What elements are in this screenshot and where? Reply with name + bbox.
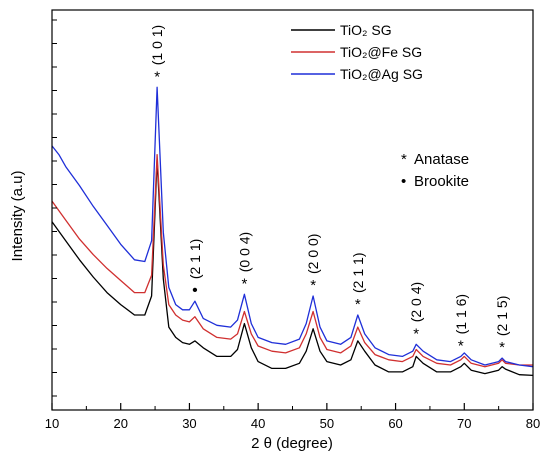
peak-marker-anatase: * — [241, 275, 247, 292]
phase-key: * Anatase • Brookite — [401, 151, 469, 190]
x-tick-label: 30 — [182, 416, 196, 431]
x-axis-label: 2 θ (degree) — [251, 435, 333, 452]
legend-label: TiO₂@Fe SG — [340, 44, 422, 60]
legend-label: TiO₂ SG — [340, 22, 392, 38]
peak-marker-brookite: • — [192, 282, 198, 299]
hkl-label: (0 0 4) — [236, 232, 252, 272]
peak-marker-anatase: * — [458, 337, 464, 354]
axes-layer: 10 20 30 40 50 60 70 80 — [45, 9, 540, 431]
x-tick-label: 10 — [45, 416, 59, 431]
hkl-label: (2 0 4) — [408, 282, 424, 322]
peak-marker-anatase: * — [355, 296, 361, 313]
series-line-2 — [51, 153, 533, 368]
phase-key-label: Anatase — [414, 151, 469, 168]
hkl-label: (1 1 6) — [453, 294, 469, 334]
phase-key-symbol: • — [401, 173, 406, 190]
peak-marker-anatase: * — [413, 325, 419, 342]
series-line-1 — [51, 159, 534, 377]
legend-label: TiO₂@Ag SG — [340, 66, 423, 82]
hkl-label: (2 1 1) — [187, 239, 203, 279]
phase-key-label: Brookite — [414, 173, 469, 190]
series-line-3 — [51, 86, 534, 368]
x-tick-label: 70 — [457, 416, 471, 431]
peak-marker-anatase: * — [310, 277, 316, 294]
annotation-layer: * (1 0 1) • (2 1 1) * (0 0 4) * (2 0 0) * (2 1 1)… — [149, 25, 510, 356]
hkl-label: (2 0 0) — [305, 234, 321, 274]
y-axis-label: Intensity (a.u) — [9, 171, 26, 262]
legend: TiO₂ SG TiO₂@Fe SG TiO₂@Ag SG — [291, 22, 423, 82]
x-tick-label: 60 — [388, 416, 402, 431]
x-tick-label: 50 — [320, 416, 334, 431]
peak-marker-anatase: * — [154, 68, 160, 85]
x-tick-label: 20 — [113, 416, 127, 431]
peak-marker-anatase: * — [499, 339, 505, 356]
hkl-label: (1 0 1) — [149, 25, 165, 65]
series-layer — [51, 86, 534, 377]
x-tick-label: 80 — [526, 416, 540, 431]
phase-key-symbol: * — [401, 151, 407, 168]
hkl-label: (2 1 5) — [494, 296, 510, 336]
x-tick-label: 40 — [251, 416, 265, 431]
hkl-label: (2 1 1) — [350, 253, 366, 293]
